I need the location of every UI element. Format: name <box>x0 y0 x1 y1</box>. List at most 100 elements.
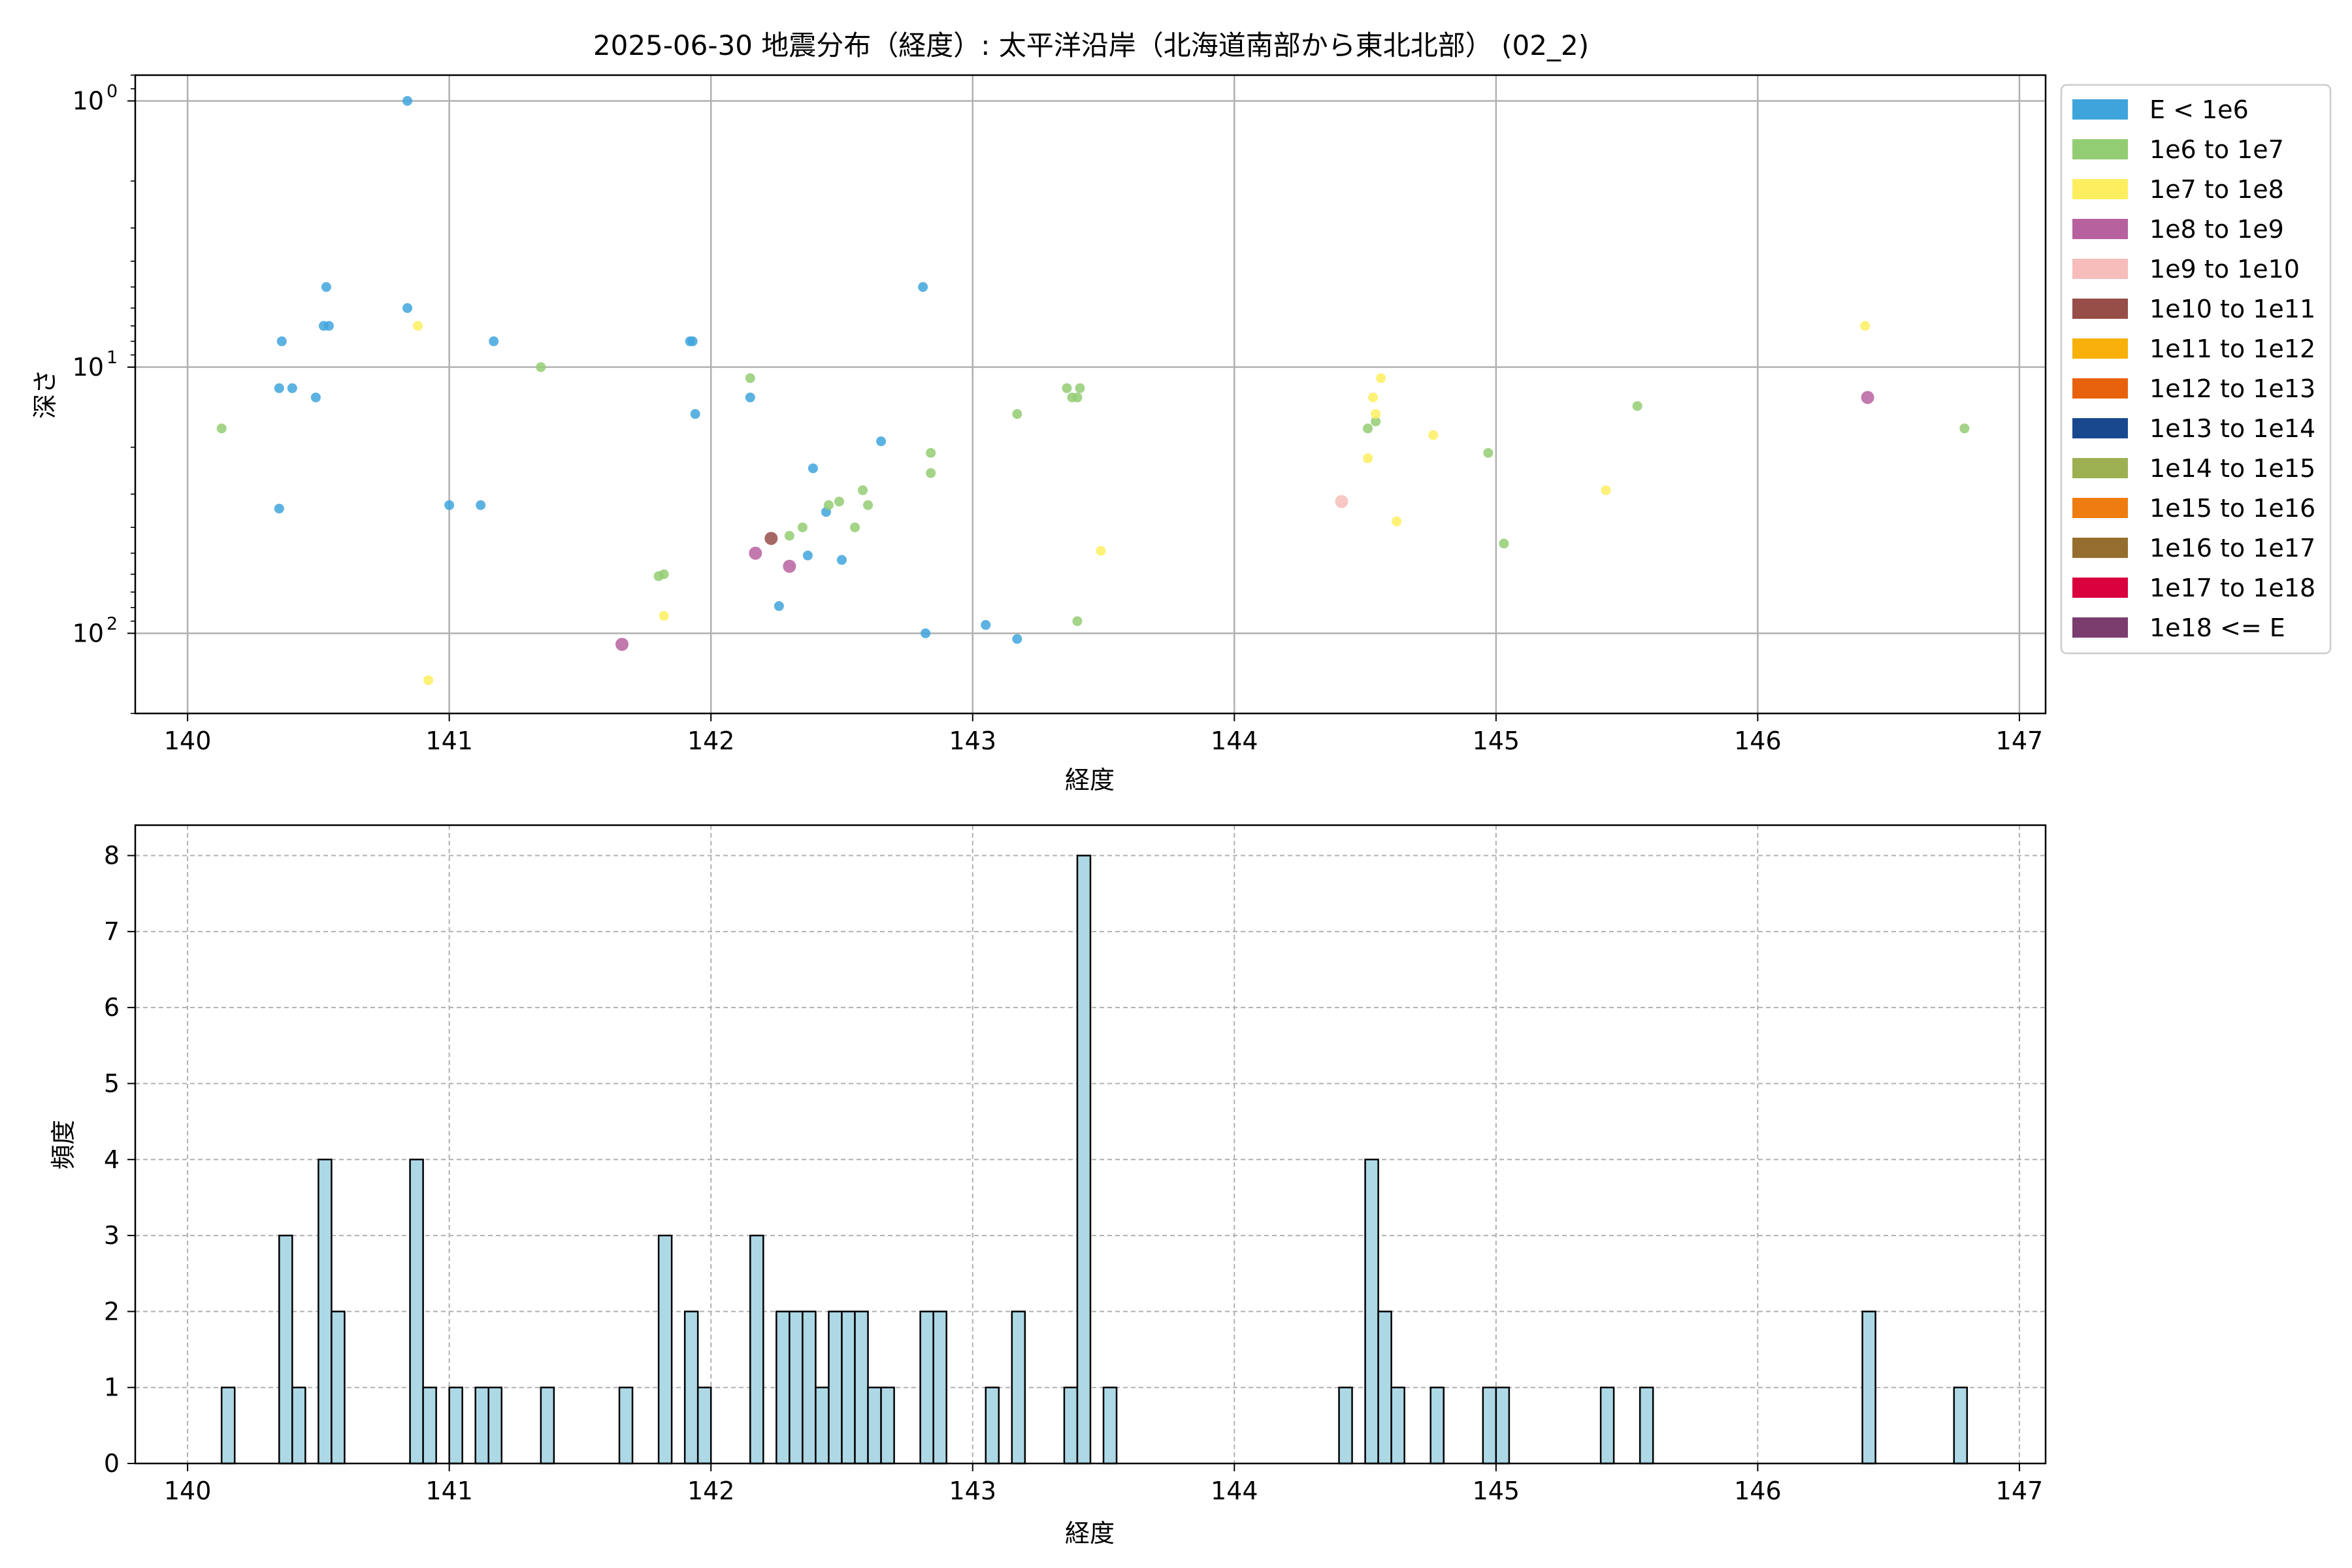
histogram-y-tick-label: 5 <box>104 1069 120 1098</box>
scatter-point <box>926 468 936 478</box>
scatter-point <box>615 638 629 651</box>
legend-swatch <box>2072 299 2128 319</box>
histogram-bar <box>1377 1311 1392 1465</box>
legend-label: 1e12 to 1e13 <box>2149 374 2315 403</box>
histogram-bar <box>854 1311 869 1465</box>
histogram-ticks: 140 141 142 143 144 145 146 147 0 1 2 3 4 5 6 7 8 <box>104 841 2043 1505</box>
scatter-point <box>836 555 847 565</box>
scatter-point <box>926 448 936 458</box>
scatter-panel: 2025-06-30 地震分布（経度）: 太平洋沿岸（北海道南部から東北北部） … <box>31 29 2047 794</box>
legend-swatch <box>2072 139 2128 159</box>
histogram-plot-frame <box>134 824 2047 1465</box>
histogram-bar <box>331 1311 346 1465</box>
legend-label: 1e8 to 1e9 <box>2149 215 2284 244</box>
histogram-y-tick-label: 1 <box>104 1373 120 1402</box>
histogram-x-tick-label: 142 <box>687 1477 735 1505</box>
scatter-x-tick-label: 147 <box>1996 727 2044 755</box>
scatter-point <box>1363 423 1373 434</box>
scatter-point <box>774 601 784 612</box>
scatter-x-tick-label: 145 <box>1473 727 1520 755</box>
histogram-bar <box>1482 1386 1497 1465</box>
histogram-bar <box>749 1234 764 1465</box>
histogram-bar <box>828 1311 843 1465</box>
histogram-y-tick-label: 0 <box>104 1449 120 1478</box>
scatter-point <box>1368 392 1379 402</box>
scatter-x-tick-label: 140 <box>164 727 212 755</box>
scatter-point <box>1601 485 1611 495</box>
scatter-y-tick-base: 10 <box>73 353 104 382</box>
scatter-point <box>413 321 423 331</box>
scatter-point <box>808 463 818 474</box>
scatter-point <box>653 571 664 581</box>
scatter-y-tick-exponent: 2 <box>106 613 118 634</box>
scatter-point <box>444 500 455 510</box>
histogram-y-tick-label: 4 <box>104 1145 120 1174</box>
scatter-point <box>690 409 700 419</box>
histogram-bar <box>657 1234 673 1465</box>
histogram-bar <box>789 1311 804 1465</box>
scatter-point <box>1075 383 1085 393</box>
legend-swatch <box>2072 338 2128 359</box>
scatter-point <box>274 503 284 514</box>
scatter-point <box>1062 383 1072 393</box>
legend-swatch <box>2072 259 2128 279</box>
legend-label: 1e9 to 1e10 <box>2149 255 2300 284</box>
scatter-point <box>1096 546 1106 556</box>
scatter-y-tick-base: 10 <box>73 86 104 115</box>
scatter-point <box>1371 416 1381 427</box>
scatter-point <box>402 303 413 314</box>
histogram-bar <box>696 1386 712 1465</box>
legend-swatch <box>2072 179 2128 199</box>
legend-swatch <box>2072 378 2128 399</box>
legend-label: 1e7 to 1e8 <box>2149 175 2284 204</box>
scatter-point <box>858 485 868 495</box>
scatter-point <box>310 392 321 402</box>
legend-swatch <box>2072 578 2128 598</box>
histogram-x-tick-label: 147 <box>1996 1477 2044 1505</box>
histogram-panel: 140 141 142 143 144 145 146 147 0 1 2 3 4 5 6 7 8 経度 頻度 <box>49 824 2047 1548</box>
histogram-bar <box>422 1386 437 1465</box>
scatter-point <box>1959 423 1970 434</box>
histogram-bar <box>474 1386 489 1465</box>
histogram-y-axis-label: 頻度 <box>49 1120 78 1169</box>
scatter-point <box>287 383 297 393</box>
scatter-point <box>802 550 813 561</box>
histogram-bar <box>841 1311 856 1465</box>
legend-label: 1e17 to 1e18 <box>2149 574 2315 602</box>
scatter-point <box>863 500 874 510</box>
scatter-point <box>764 532 778 546</box>
scatter-point <box>1632 400 1642 411</box>
scatter-point <box>476 500 486 510</box>
scatter-point <box>489 336 499 346</box>
histogram-bar <box>1639 1386 1654 1465</box>
scatter-point <box>918 282 928 292</box>
histogram-x-tick-label: 144 <box>1211 1477 1258 1505</box>
histogram-y-tick-label: 7 <box>104 917 120 946</box>
histogram-bar <box>880 1386 895 1465</box>
histogram-y-tick-label: 3 <box>104 1221 120 1250</box>
legend-label: 1e15 to 1e16 <box>2149 494 2315 523</box>
legend-swatch <box>2072 219 2128 239</box>
scatter-point <box>1376 373 1386 384</box>
scatter-point <box>876 436 887 446</box>
histogram-bar <box>291 1386 306 1465</box>
scatter-point <box>1371 409 1381 419</box>
histogram-bar <box>683 1311 699 1465</box>
histogram-bar <box>1599 1386 1615 1465</box>
scatter-point <box>1860 321 1870 331</box>
histogram-bars <box>220 855 1968 1465</box>
histogram-bar <box>618 1386 634 1465</box>
legend-label: E < 1e6 <box>2149 95 2249 124</box>
legend-swatch <box>2072 458 2128 478</box>
histogram-x-tick-label: 145 <box>1473 1477 1520 1505</box>
scatter-y-tick-exponent: 0 <box>106 81 118 101</box>
legend-swatch <box>2072 99 2128 120</box>
scatter-point <box>981 620 991 630</box>
scatter-point <box>749 546 762 560</box>
scatter-point <box>1067 392 1077 402</box>
scatter-point <box>834 497 844 507</box>
histogram-x-tick-label: 143 <box>949 1477 996 1505</box>
scatter-y-tick-exponent: 1 <box>106 348 118 368</box>
